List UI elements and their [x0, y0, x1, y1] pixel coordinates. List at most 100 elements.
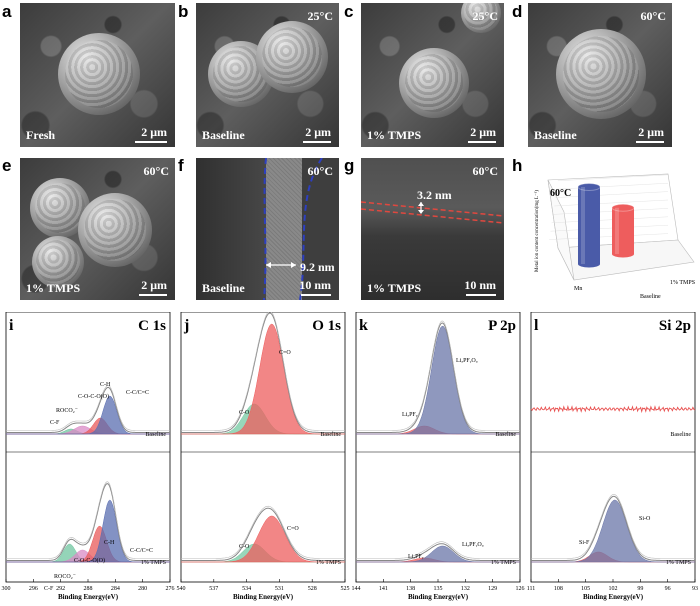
tick-label: 132: [461, 586, 470, 592]
scale-bar: [636, 141, 664, 143]
tick-label: 102: [609, 586, 618, 592]
envelope-curve: [356, 543, 520, 561]
tick-label: 108: [554, 586, 563, 592]
envelope-curve: [181, 507, 345, 561]
bar-1-tmps: [611, 203, 635, 258]
tick-label: 96: [665, 586, 671, 592]
sem-label: Fresh: [26, 128, 56, 142]
peak-label: Si-F: [579, 540, 590, 546]
peak-label: LiₓPFᵧOᵤ: [456, 358, 478, 364]
sem-panel-b: 25°C Baseline 2 μm: [196, 3, 339, 147]
series-tag-tmps: 1% TMPS: [491, 560, 516, 566]
x-axis-label: Binding Energy(eV): [233, 593, 294, 601]
series-tag-tmps: 1% TMPS: [666, 560, 691, 566]
series-tag-baseline: Baseline: [145, 432, 166, 438]
series-tag-tmps: 1% TMPS: [141, 560, 166, 566]
sem-panel-d: 60°C Baseline 2 μm: [528, 3, 672, 147]
xps-panel-i: 300 296 292 288 284 280 276 Binding Energy(eV) i…: [0, 312, 175, 606]
x-axis-label: Binding Energy(eV): [408, 593, 469, 601]
panel-letter: g: [344, 156, 355, 175]
peak-label: C=O: [287, 526, 299, 532]
peak-label: ROCO₂⁻: [56, 408, 78, 414]
peak-label: C-O-C-O(O): [74, 557, 105, 564]
panel-letter: i: [9, 317, 14, 334]
tick-label: 99: [637, 586, 643, 592]
tick-label: 129: [488, 586, 497, 592]
sem-label: Baseline: [534, 128, 577, 142]
tick-label: 284: [111, 586, 120, 592]
plot-frame: [180, 312, 346, 583]
x-axis-element: Mn: [574, 286, 582, 292]
bar-chart-h: 60°C Metal ion content concentration(mg …: [520, 172, 700, 302]
bar-chart-svg: 60°C Metal ion content concentration(mg …: [534, 173, 695, 300]
scale-bar: [468, 141, 496, 143]
x-axis-label: Binding Energy(eV): [583, 593, 644, 601]
peak-label: C-O-C-O(O): [78, 393, 109, 400]
category-label-1: 1% TMPS: [670, 280, 695, 286]
panel-title: Si 2p: [659, 318, 691, 334]
chart-temp-label: 60°C: [550, 188, 571, 199]
scale-bar: [135, 141, 167, 143]
panel-letter: f: [178, 156, 184, 175]
tick-label: 525: [341, 586, 350, 592]
scale-label: 10 nm: [464, 278, 496, 292]
series-tag-baseline: Baseline: [670, 432, 691, 438]
panel-letter: a: [2, 2, 12, 21]
tem-panel-g: 3.2 nm 60°C 1% TMPS 10 nm: [361, 158, 504, 300]
panel-title: P 2p: [488, 318, 516, 334]
peak-label: C-O: [239, 544, 250, 550]
tick-label: 300: [2, 586, 11, 592]
temp-label: 60°C: [307, 164, 333, 178]
fit-peak: [356, 325, 520, 435]
tick-label: 141: [379, 586, 388, 592]
series-tag-tmps: 1% TMPS: [316, 560, 341, 566]
peak-label: C-F: [50, 420, 60, 426]
tick-label: 138: [406, 586, 415, 592]
temp-label: 60°C: [143, 164, 169, 178]
fit-peak: [181, 323, 345, 435]
peak-label: LiₓPFᵧ: [402, 412, 418, 418]
peak-label: C=O: [279, 350, 291, 356]
peak-label: C-O: [239, 410, 250, 416]
peak-label: Si-O: [639, 516, 651, 522]
xps-panel-j: 540 537 534 531 528 525 Binding Energy(eV) j O 1…: [175, 312, 350, 606]
tick-label: 296: [29, 586, 38, 592]
temp-label: 60°C: [472, 164, 498, 178]
xps-panel-k: 144 141 138 135 132 129 126 Binding Energy(eV) k…: [350, 312, 525, 606]
panel-title: C 1s: [138, 318, 166, 334]
scale-bar: [466, 294, 496, 296]
fit-peak: [356, 545, 520, 563]
tick-label: 292: [56, 586, 65, 592]
temp-label: 60°C: [640, 9, 666, 23]
panel-title: O 1s: [312, 318, 341, 334]
sem-label: Baseline: [202, 281, 245, 295]
scale-label: 2 μm: [141, 125, 167, 139]
sem-label: Baseline: [202, 128, 245, 142]
scale-label: 10 nm: [299, 278, 331, 292]
panel-letter: h: [512, 156, 523, 175]
peak-label: C-H: [104, 540, 115, 546]
sem-panel-e: 60°C 1% TMPS 2 μm: [20, 158, 175, 300]
tem-panel-f: 9.2 nm 60°C Baseline 10 nm: [196, 158, 339, 300]
series-tag-baseline: Baseline: [495, 432, 516, 438]
peak-label: LiₓPFᵧOᵤ: [462, 542, 484, 548]
tick-label: 93: [692, 586, 698, 592]
sem-label: 1% TMPS: [367, 281, 422, 295]
tick-label: 288: [84, 586, 93, 592]
x-axis-label: Binding Energy(eV): [58, 593, 119, 601]
scale-label: 2 μm: [305, 125, 331, 139]
thickness-label: 9.2 nm: [300, 260, 335, 274]
panel-letter: c: [344, 2, 354, 21]
envelope-curve: [531, 495, 695, 561]
envelope-curve: [6, 386, 170, 433]
tick-label: 537: [209, 586, 218, 592]
fit-peak: [531, 499, 695, 563]
panel-letter: k: [359, 317, 368, 334]
peak-label: ROCO₂⁻: [54, 574, 76, 580]
temp-label: 25°C: [472, 9, 498, 23]
scale-bar: [303, 141, 331, 143]
tick-label: 531: [275, 586, 284, 592]
tick-label: 540: [177, 586, 186, 592]
tick-label: 280: [138, 586, 147, 592]
panel-letter: b: [178, 2, 189, 21]
